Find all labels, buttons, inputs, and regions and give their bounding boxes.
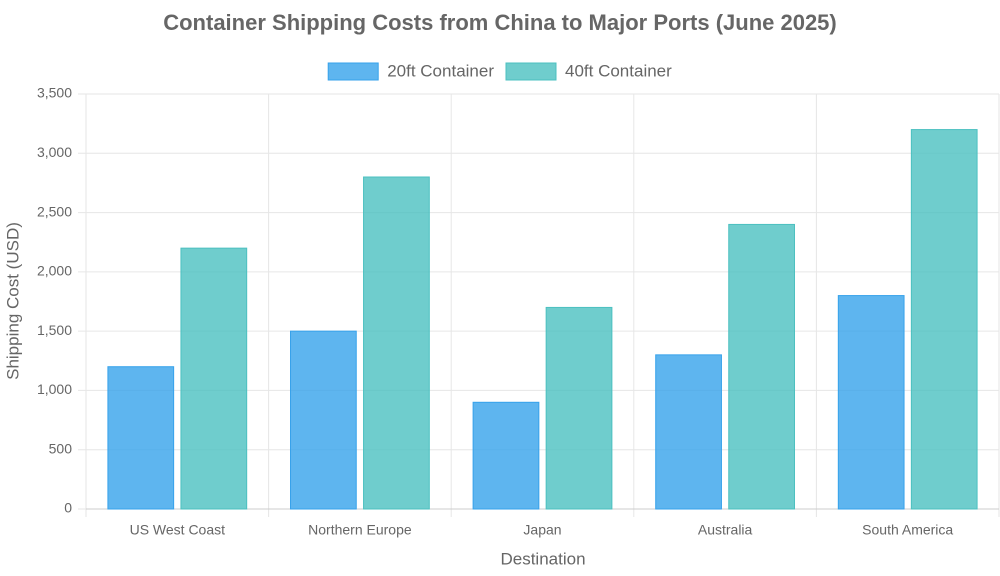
y-tick-label: 1,000 bbox=[37, 381, 72, 397]
y-tick-label: 1,500 bbox=[37, 322, 72, 338]
bar bbox=[655, 354, 722, 510]
bar bbox=[107, 366, 175, 510]
x-tick-label: US West Coast bbox=[130, 522, 226, 538]
y-axis-title: Shipping Cost (USD) bbox=[3, 222, 22, 380]
y-tick-label: 0 bbox=[64, 500, 72, 516]
x-tick-label: Northern Europe bbox=[308, 522, 412, 538]
bar bbox=[472, 401, 540, 510]
bar bbox=[180, 247, 248, 510]
legend-swatch bbox=[327, 62, 379, 81]
chart-title: Container Shipping Costs from China to M… bbox=[163, 10, 837, 35]
legend-label: 20ft Container bbox=[387, 61, 494, 80]
bar bbox=[363, 176, 430, 510]
bar bbox=[545, 306, 613, 510]
x-tick-label: Japan bbox=[523, 522, 561, 538]
bar bbox=[910, 129, 978, 510]
y-tick-label: 3,000 bbox=[37, 144, 72, 160]
x-tick-label: Australia bbox=[698, 522, 753, 538]
bar bbox=[837, 295, 905, 510]
legend-label: 40ft Container bbox=[565, 61, 672, 80]
bar bbox=[728, 223, 795, 510]
y-tick-label: 2,500 bbox=[37, 203, 72, 219]
legend-swatch bbox=[505, 62, 557, 81]
bar bbox=[290, 330, 357, 510]
x-tick-label: South America bbox=[862, 522, 953, 538]
y-tick-label: 3,500 bbox=[37, 85, 72, 101]
y-tick-label: 500 bbox=[49, 440, 73, 456]
y-tick-label: 2,000 bbox=[37, 263, 72, 279]
x-axis-title: Destination bbox=[500, 549, 585, 568]
